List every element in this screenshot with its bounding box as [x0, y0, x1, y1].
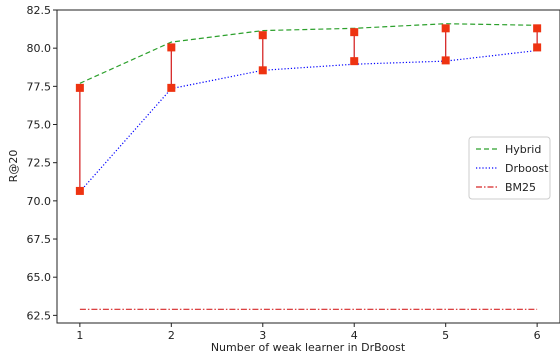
error-marker-low [258, 66, 267, 75]
error-marker-high [75, 83, 84, 92]
error-marker-low [441, 56, 450, 65]
x-tick-label: 2 [168, 329, 175, 342]
error-marker-high [441, 24, 450, 33]
series-line-hybrid [79, 23, 538, 84]
axes [56, 9, 560, 324]
error-marker-high [258, 31, 267, 40]
y-tick-label: 67.5 [27, 233, 52, 246]
legend-label-bm25: BM25 [505, 181, 536, 194]
error-marker-low [350, 57, 359, 66]
legend-label-hybrid: Hybrid [505, 143, 541, 156]
y-tick-label: 82.5 [27, 4, 52, 17]
error-bars [75, 24, 542, 195]
x-tick-label: 4 [351, 329, 358, 342]
series-line-drboost [79, 49, 538, 193]
axes-frame [56, 9, 560, 324]
y-tick-label: 62.5 [27, 309, 52, 322]
error-marker-high [350, 28, 359, 37]
x-tick-label: 6 [534, 329, 541, 342]
legend-label-drboost: Drboost [505, 162, 549, 175]
y-tick-label: 77.5 [27, 80, 52, 93]
x-tick-label: 5 [442, 329, 449, 342]
legend: Hybrid Drboost BM25 [468, 136, 551, 200]
y-axis-label: R@20 [7, 150, 20, 183]
error-marker-low [167, 83, 176, 92]
y-tick-label: 70.0 [27, 195, 52, 208]
ticks: 1 2 3 4 5 6 62.5 65.0 67.5 70.0 72.5 75.0 77.5 80.0 82… [27, 4, 541, 342]
error-marker-low [75, 186, 84, 195]
series-layer [79, 23, 538, 310]
y-tick-label: 72.5 [27, 157, 52, 170]
legend-box [468, 136, 551, 200]
x-axis-label: Number of weak learner in DrBoost [211, 341, 406, 354]
y-tick-label: 80.0 [27, 42, 52, 55]
y-tick-label: 65.0 [27, 271, 52, 284]
x-tick-label: 1 [76, 329, 83, 342]
y-tick-label: 75.0 [27, 119, 52, 132]
x-tick-label: 3 [259, 329, 266, 342]
error-marker-low [533, 43, 542, 52]
error-marker-high [167, 43, 176, 52]
error-marker-high [533, 24, 542, 33]
